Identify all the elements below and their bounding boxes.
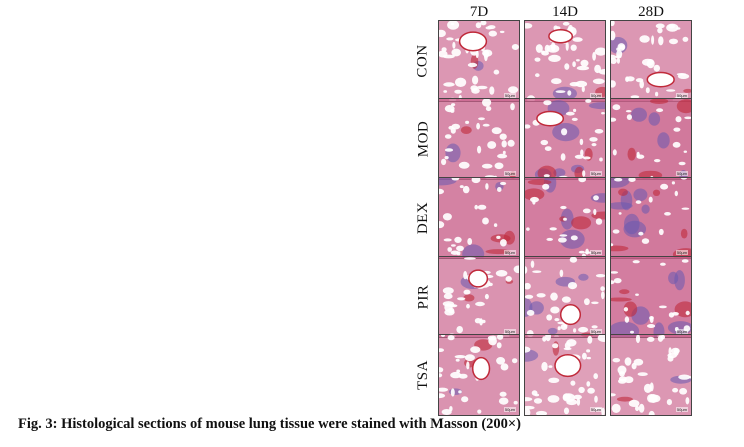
- micrograph-image: [439, 21, 519, 101]
- column-label-28d: 28D: [638, 4, 664, 20]
- micrograph-pir-28d: 50μm: [610, 256, 692, 338]
- micrograph-image: [611, 257, 691, 337]
- micrograph-con-14d: 50μm: [524, 20, 606, 102]
- scale-bar-label: 50μm: [589, 250, 602, 255]
- scale-bar-label: 50μm: [503, 93, 516, 98]
- micrograph-image: [525, 99, 605, 179]
- row-label-tsa: TSA: [415, 360, 431, 390]
- micrograph-image: [439, 178, 519, 258]
- scale-bar-label: 50μm: [675, 93, 688, 98]
- scale-bar-label: 50μm: [675, 407, 688, 412]
- figure-caption: Fig. 3: Histological sections of mouse l…: [18, 416, 521, 432]
- scale-bar-label: 50μm: [589, 93, 602, 98]
- micrograph-image: [611, 21, 691, 101]
- micrograph-dex-14d: 50μm: [524, 177, 606, 259]
- micrograph-tsa-7d: 50μm: [438, 334, 520, 416]
- micrograph-image: [439, 257, 519, 337]
- micrograph-mod-14d: 50μm: [524, 98, 606, 180]
- micrograph-image: [439, 99, 519, 179]
- row-label-dex: DEX: [415, 201, 432, 235]
- micrograph-mod-28d: 50μm: [610, 98, 692, 180]
- micrograph-dex-28d: 50μm: [610, 177, 692, 259]
- scale-bar-label: 50μm: [589, 171, 602, 176]
- micrograph-image: [439, 335, 519, 415]
- micrograph-image: [611, 178, 691, 258]
- micrograph-tsa-14d: 50μm: [524, 334, 606, 416]
- micrograph-pir-14d: 50μm: [524, 256, 606, 338]
- scale-bar-label: 50μm: [503, 171, 516, 176]
- micrograph-image: [611, 99, 691, 179]
- scale-bar-label: 50μm: [675, 171, 688, 176]
- micrograph-tsa-28d: 50μm: [610, 334, 692, 416]
- scale-bar-label: 50μm: [503, 407, 516, 412]
- scale-bar-label: 50μm: [589, 407, 602, 412]
- micrograph-con-28d: 50μm: [610, 20, 692, 102]
- micrograph-con-7d: 50μm: [438, 20, 520, 102]
- micrograph-image: [525, 21, 605, 101]
- micrograph-dex-7d: 50μm: [438, 177, 520, 259]
- column-label-14d: 14D: [552, 4, 578, 20]
- micrograph-image: [525, 178, 605, 258]
- scale-bar-label: 50μm: [503, 250, 516, 255]
- scale-bar-label: 50μm: [503, 329, 516, 334]
- scale-bar-label: 50μm: [675, 250, 688, 255]
- scale-bar-label: 50μm: [675, 329, 688, 334]
- scale-bar-label: 50μm: [589, 329, 602, 334]
- micrograph-pir-7d: 50μm: [438, 256, 520, 338]
- micrograph-image: [525, 335, 605, 415]
- row-label-pir: PIR: [415, 284, 431, 310]
- row-label-mod: MOD: [415, 120, 432, 158]
- column-label-7d: 7D: [469, 4, 489, 20]
- row-label-con: CON: [415, 44, 432, 78]
- micrograph-image: [611, 335, 691, 415]
- micrograph-image: [525, 257, 605, 337]
- micrograph-mod-7d: 50μm: [438, 98, 520, 180]
